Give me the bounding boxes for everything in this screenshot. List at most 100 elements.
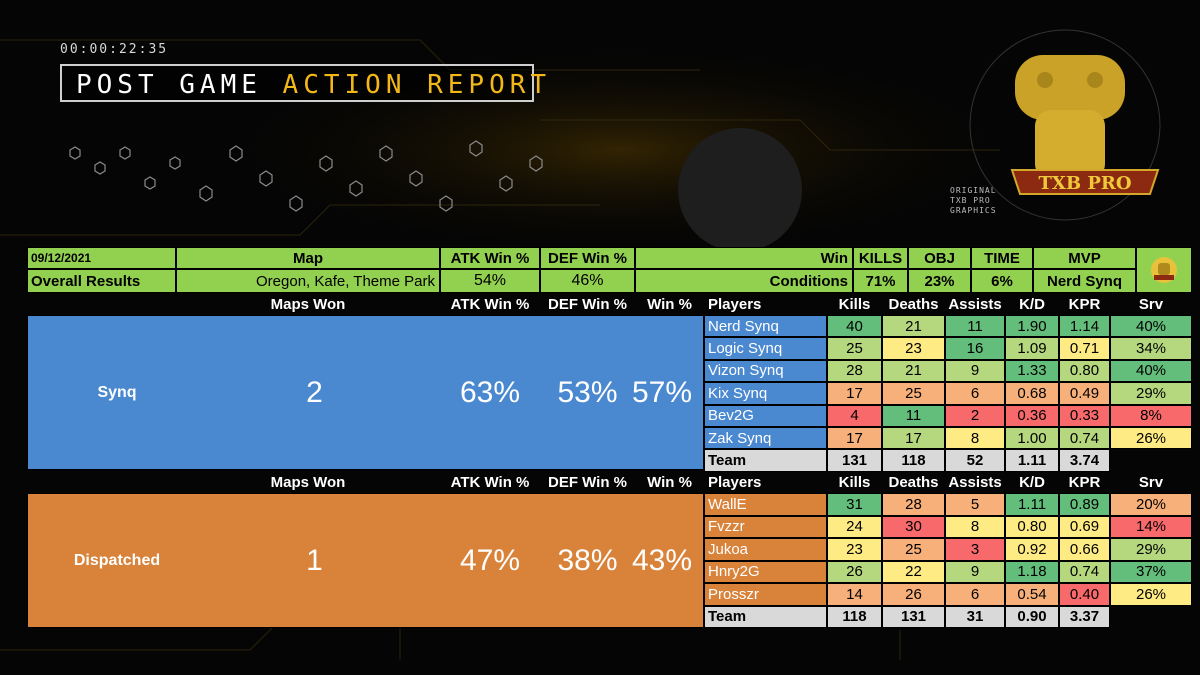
player-assists: 16 (945, 337, 1005, 360)
player-kd: 0.92 (1005, 538, 1059, 561)
atk-header: ATK Win % (440, 247, 540, 269)
header-players: Players (708, 473, 762, 491)
player-name: Fvzzr (704, 515, 827, 538)
team-panel-synq (27, 315, 704, 470)
conditions-label: Conditions (635, 269, 853, 293)
player-assists: 6 (945, 382, 1005, 405)
player-srv: 29% (1110, 538, 1192, 561)
player-assists: 8 (945, 427, 1005, 450)
player-kpr: 0.69 (1059, 515, 1110, 538)
map-header: Map (176, 247, 440, 269)
player-deaths: 21 (882, 359, 945, 383)
header-def-win: DEF Win % (547, 473, 628, 491)
player-kd: 1.00 (1005, 427, 1059, 450)
header-kills: Kills (838, 473, 871, 491)
date: 09/12/2021 (27, 247, 176, 269)
logo-banner-text: TXB PRO (1038, 173, 1131, 194)
player-name: Bev2G (704, 404, 827, 427)
header-assists: Assists (948, 295, 1002, 313)
team-total-label: Team (704, 449, 827, 472)
team-name: Dispatched (73, 551, 161, 569)
title-white-part: POST GAME (76, 70, 262, 100)
logo-banner: TXB PRO (1010, 169, 1160, 195)
header-atk-win: ATK Win % (450, 295, 530, 313)
player-kd: 1.90 (1005, 315, 1059, 338)
player-srv: 37% (1110, 560, 1192, 583)
win-label: Win (635, 247, 853, 269)
timer: 00:00:22:35 (60, 42, 169, 57)
player-name: WallE (704, 493, 827, 516)
team-total-kd: 1.11 (1005, 449, 1059, 472)
player-srv: 8% (1110, 404, 1192, 427)
player-srv: 29% (1110, 382, 1192, 405)
team-total-assists: 31 (945, 605, 1005, 628)
player-name: Kix Synq (704, 382, 827, 405)
player-name: Hnry2G (704, 560, 827, 583)
header-win: Win % (647, 473, 692, 491)
player-assists: 9 (945, 359, 1005, 383)
player-srv: 26% (1110, 583, 1192, 606)
player-srv: 34% (1110, 337, 1192, 360)
player-assists: 9 (945, 560, 1005, 583)
header-srv: Srv (1138, 473, 1164, 491)
team-total-assists: 52 (945, 449, 1005, 472)
player-name: Nerd Synq (704, 315, 827, 338)
txb-controller-fist-icon (969, 29, 1161, 221)
header-win: Win % (647, 295, 692, 313)
maps-won-value: 2 (306, 375, 323, 409)
logo-caption: ORIGINAL TXB PRO GRAPHICS (950, 186, 997, 215)
globe-icon (678, 128, 802, 252)
kills-condition-header: KILLS (853, 247, 908, 269)
title-yellow-part: ACTION REPORT (282, 70, 552, 100)
team-total-kd: 0.90 (1005, 605, 1059, 628)
player-assists: 8 (945, 515, 1005, 538)
team-total-kills: 118 (827, 605, 882, 628)
player-kills: 25 (827, 337, 882, 360)
player-kpr: 0.80 (1059, 359, 1110, 383)
team-panel-dispatched (27, 493, 704, 628)
player-assists: 2 (945, 404, 1005, 427)
player-name: Logic Synq (704, 337, 827, 360)
player-srv: 40% (1110, 359, 1192, 383)
player-kd: 1.11 (1005, 493, 1059, 516)
player-kills: 31 (827, 493, 882, 516)
player-deaths: 11 (882, 404, 945, 427)
player-assists: 3 (945, 538, 1005, 561)
atk-win-value: 63% (459, 375, 521, 409)
player-kd: 1.18 (1005, 560, 1059, 583)
player-kills: 14 (827, 583, 882, 606)
player-kd: 0.36 (1005, 404, 1059, 427)
player-assists: 6 (945, 583, 1005, 606)
player-kpr: 0.74 (1059, 427, 1110, 450)
header-kd: K/D (1019, 473, 1045, 491)
team-total-label: Team (704, 605, 827, 628)
player-kpr: 0.66 (1059, 538, 1110, 561)
player-name: Jukoa (704, 538, 827, 561)
player-kpr: 1.14 (1059, 315, 1110, 338)
player-kpr: 0.49 (1059, 382, 1110, 405)
player-kd: 0.54 (1005, 583, 1059, 606)
player-deaths: 28 (882, 493, 945, 516)
header-deaths: Deaths (888, 295, 939, 313)
stats-table: 09/12/2021 Map ATK Win % DEF Win % Win K… (27, 247, 1200, 628)
player-srv: 26% (1110, 427, 1192, 450)
team-total-kills: 131 (827, 449, 882, 472)
player-deaths: 22 (882, 560, 945, 583)
player-deaths: 25 (882, 538, 945, 561)
kills-condition: 71% (853, 269, 908, 293)
player-kills: 24 (827, 515, 882, 538)
team-total-kpr: 3.37 (1059, 605, 1110, 628)
player-deaths: 30 (882, 515, 945, 538)
mvp-badge-icon (1136, 247, 1192, 293)
player-kills: 26 (827, 560, 882, 583)
player-kpr: 0.71 (1059, 337, 1110, 360)
time-condition-header: TIME (971, 247, 1033, 269)
player-kills: 23 (827, 538, 882, 561)
time-condition: 6% (971, 269, 1033, 293)
header-kills: Kills (838, 295, 871, 313)
obj-condition: 23% (908, 269, 971, 293)
player-deaths: 25 (882, 382, 945, 405)
maps-played: Oregon, Kafe, Theme Park (176, 269, 440, 293)
header-kpr: KPR (1068, 473, 1101, 491)
obj-condition-header: OBJ (908, 247, 971, 269)
